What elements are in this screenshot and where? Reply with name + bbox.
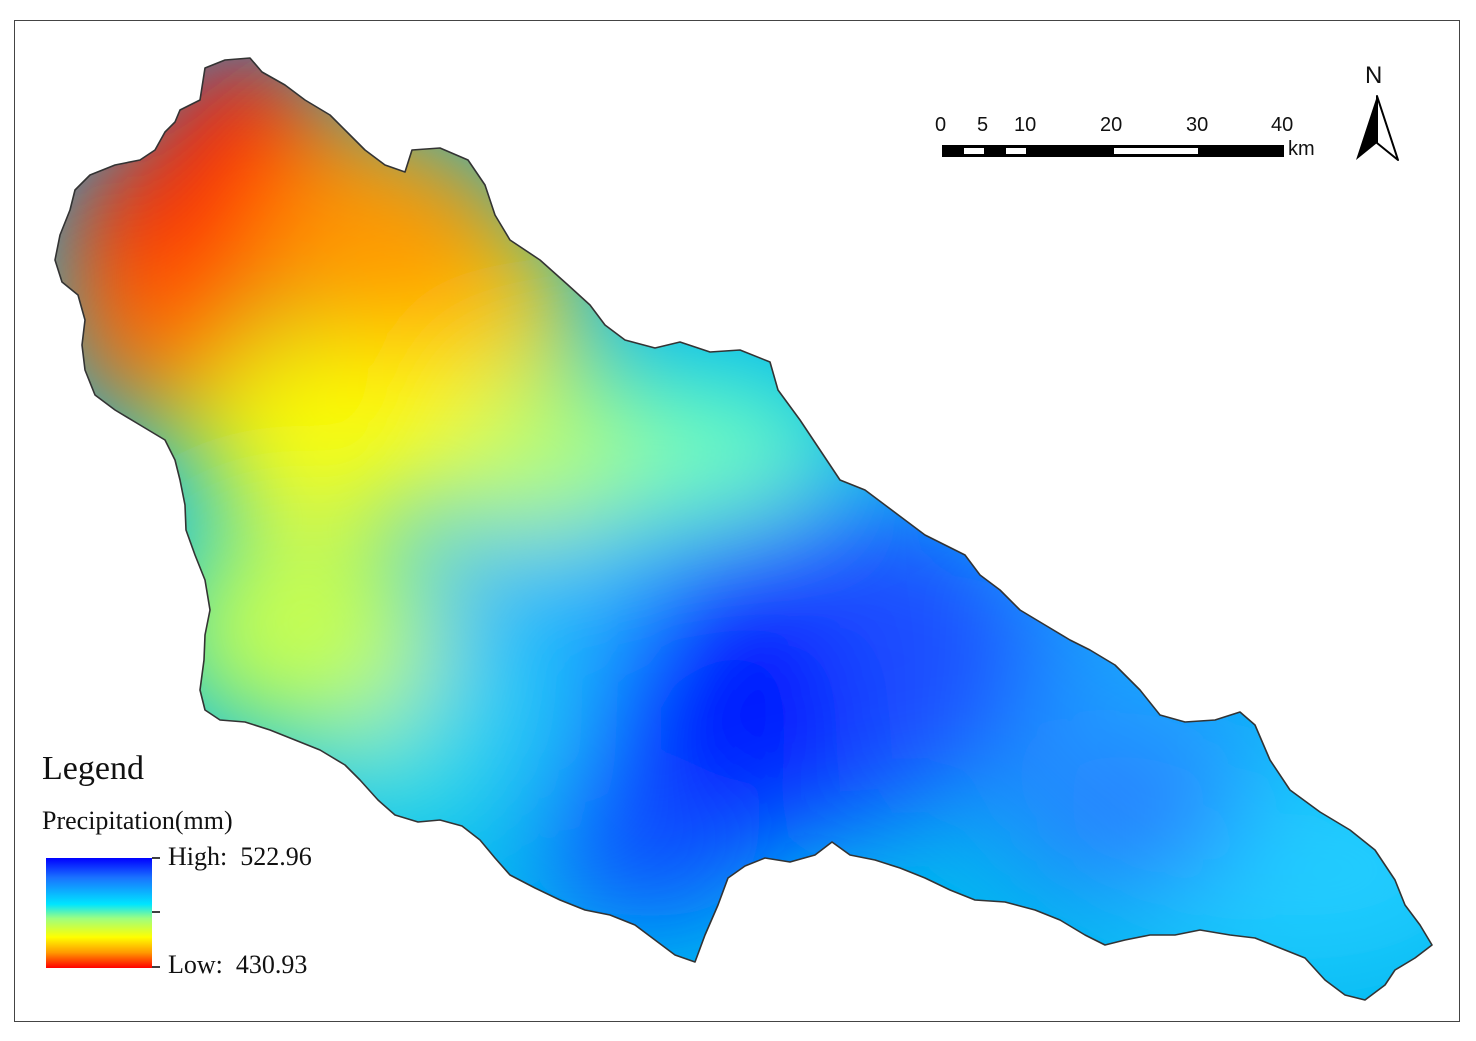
scale-tick-label: 5 [977,114,989,136]
legend-field-label: Precipitation(mm) [42,806,233,835]
scale-tick-label: 40 [1271,114,1294,136]
legend-low-label: Low: [168,950,223,979]
scale-tick-label: 30 [1186,114,1209,136]
scale-tick-label: 20 [1100,114,1123,136]
north-arrow-icon [1356,95,1399,161]
legend-color-ramp [46,857,160,968]
legend-low-entry: Low: 430.93 [168,950,307,980]
legend-title: Legend [42,750,144,787]
scale-bar [942,145,1284,157]
basin-boundary [54,57,1433,1001]
legend-high-label: High: [168,842,228,871]
scale-tick-label: 0 [935,114,947,136]
scale-tick-label: 10 [1014,114,1037,136]
legend-high-value: 522.96 [240,842,312,871]
precipitation-surface [55,58,1432,1000]
north-label: N [1365,62,1383,89]
legend-high-entry: High: 522.96 [168,842,312,872]
scale-unit-label: km [1288,138,1315,160]
legend-low-value: 430.93 [235,950,308,979]
